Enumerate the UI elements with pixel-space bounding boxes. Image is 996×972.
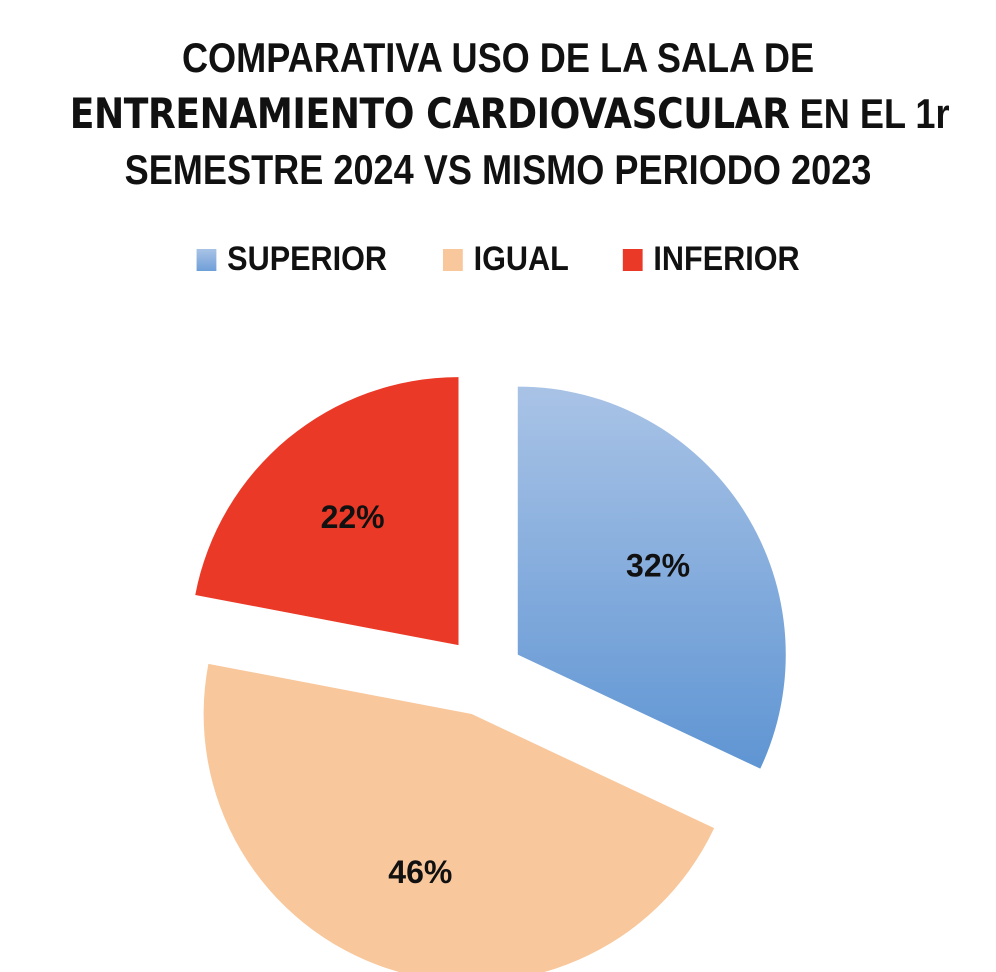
title-line-2-rest: EN EL 1r xyxy=(789,90,950,137)
legend-swatch-inferior xyxy=(623,248,644,271)
label-inferior: 22% xyxy=(321,499,385,535)
chart-legend: SUPERIOR IGUAL INFERIOR xyxy=(0,240,996,279)
slice-superior xyxy=(517,386,786,769)
chart-title: COMPARATIVA USO DE LA SALA DE ENTRENAMIE… xyxy=(69,30,950,198)
legend-label-igual: IGUAL xyxy=(473,240,569,278)
legend-label-inferior: INFERIOR xyxy=(653,240,801,278)
title-emphasis: ENTRENAMIENTO CARDIOVASCULAR xyxy=(69,89,790,138)
legend-item-inferior: INFERIOR xyxy=(623,240,800,279)
label-igual: 46% xyxy=(388,854,452,890)
title-line-3: SEMESTRE 2024 VS MISMO PERIODO 2023 xyxy=(124,146,872,193)
legend-item-igual: IGUAL xyxy=(442,240,569,279)
legend-label-superior: SUPERIOR xyxy=(227,240,388,278)
legend-swatch-igual xyxy=(442,248,463,271)
label-superior: 32% xyxy=(626,548,690,584)
legend-item-superior: SUPERIOR xyxy=(196,240,388,279)
slice-inferior xyxy=(195,377,459,646)
slice-igual xyxy=(203,663,715,972)
title-line-2: ENTRENAMIENTO CARDIOVASCULAR EN EL 1r xyxy=(69,86,950,142)
title-line-1: COMPARATIVA USO DE LA SALA DE xyxy=(181,34,815,81)
legend-swatch-superior xyxy=(196,248,217,271)
